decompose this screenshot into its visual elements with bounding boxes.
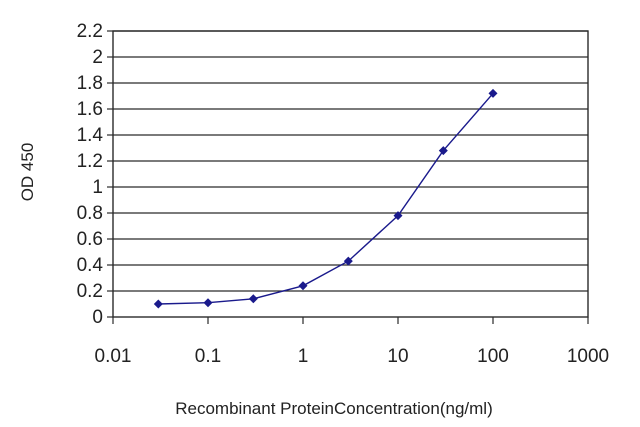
y-axis-tick-labels: 0 0.2 0.4 0.6 0.8 1 1.2 1.4 1.6 1.8 2 2.2 bbox=[77, 21, 104, 328]
y-tick-label: 2.2 bbox=[77, 21, 103, 42]
data-point bbox=[248, 294, 258, 304]
y-tick-label: 1.8 bbox=[77, 73, 103, 94]
data-point bbox=[393, 211, 403, 221]
x-tick-label: 1 bbox=[298, 346, 309, 367]
x-tick-label: 100 bbox=[477, 346, 509, 367]
x-tick-label: 0.1 bbox=[195, 346, 221, 367]
y-axis-title: OD 450 bbox=[18, 143, 37, 202]
data-point bbox=[488, 88, 498, 98]
y-tick-label: 0.2 bbox=[77, 281, 103, 302]
y-tick-label: 1 bbox=[92, 177, 103, 198]
y-tick-label: 0.6 bbox=[77, 229, 103, 250]
y-tick-label: 0 bbox=[92, 307, 103, 328]
y-tick-label: 0.8 bbox=[77, 203, 103, 224]
data-point bbox=[298, 281, 308, 291]
data-point bbox=[203, 298, 213, 308]
series-line bbox=[158, 92, 494, 305]
y-tick-label: 1.2 bbox=[77, 151, 103, 172]
data-point bbox=[153, 299, 163, 309]
data-point bbox=[438, 146, 448, 156]
y-tick-label: 1.4 bbox=[77, 125, 104, 146]
x-tick-label: 1000 bbox=[567, 346, 609, 367]
x-tick-label: 0.01 bbox=[95, 346, 132, 367]
plot-frame bbox=[107, 30, 589, 324]
y-tick-label: 0.4 bbox=[77, 255, 104, 276]
x-axis-tick-labels: 0.01 0.1 1 10 100 1000 bbox=[95, 346, 610, 367]
y-tick-label: 2 bbox=[92, 47, 103, 68]
x-axis-title: Recombinant ProteinConcentration(ng/ml) bbox=[175, 399, 493, 418]
x-tick-label: 10 bbox=[387, 346, 408, 367]
y-tick-label: 1.6 bbox=[77, 99, 103, 120]
series bbox=[153, 88, 498, 309]
plot-border bbox=[112, 30, 589, 318]
data-point bbox=[343, 256, 353, 266]
